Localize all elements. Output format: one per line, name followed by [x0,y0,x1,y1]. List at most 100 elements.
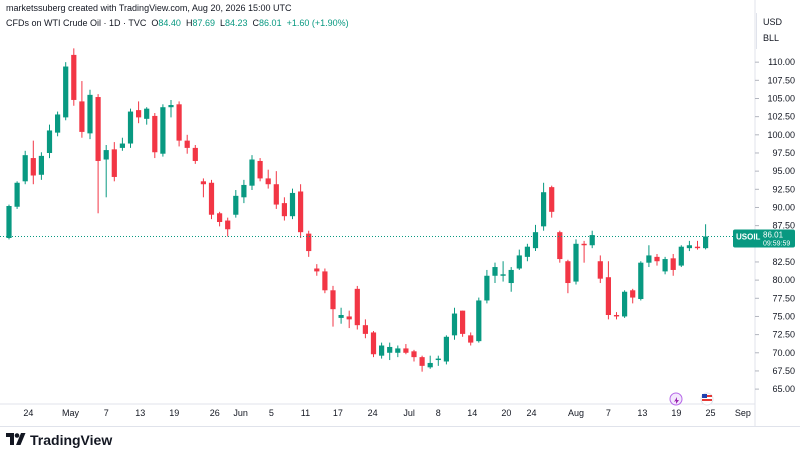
price-tick-label: 72.50 [772,330,795,340]
candle-body [597,261,603,279]
time-tick-label: 19 [671,408,681,418]
time-tick-label: 7 [606,408,611,418]
time-axis[interactable]: 24 May 7 13 19 26 Jun 5 11 17 24 Jul 8 14 20 24 Aug 7 13 19… [0,403,755,418]
price-tick-label: 67.50 [772,366,795,376]
candle-body [249,159,255,186]
candle-body [233,195,239,215]
candle-body [451,313,458,336]
time-tick-label: 17 [333,408,343,418]
candle-body [573,243,579,282]
candle-body [22,155,28,182]
footer-bar [0,426,800,457]
open-label: O [151,18,159,28]
price-tick-label: 105.00 [767,93,795,103]
candle-body [160,107,166,154]
time-tick-label: 24 [23,408,33,418]
candle-body [168,105,174,108]
brand-logo[interactable]: TradingView [6,432,112,448]
candle-body [387,346,393,353]
time-tick-label: 20 [501,408,511,418]
price-tick-label: 65.00 [772,384,795,394]
time-tick-label: Aug [568,408,584,418]
candle-body [265,178,271,185]
lightning-icon [674,397,679,404]
candle-body [443,336,449,362]
candle-body [549,187,555,212]
price-tick-label: 95.00 [772,166,795,176]
candle-body [484,275,490,301]
candle-body [646,255,652,263]
candle-body [379,345,385,356]
price-tick-label: 110.00 [768,57,795,67]
currency-box [756,13,797,49]
candle-body [694,246,701,249]
candle-body [38,155,44,175]
candle-body [678,246,684,266]
event-markers[interactable] [669,392,714,406]
time-tick-label: Sep [735,408,751,418]
price-tick-label: 75.00 [772,311,795,321]
time-tick-label: 24 [526,408,536,418]
candle-body [638,262,644,300]
close-label: C [252,18,260,28]
price-tick-label: 77.50 [772,293,795,303]
candle-body [330,290,336,310]
candle-body [87,94,93,134]
candlestick-chart[interactable]: 65.00 67.50 70.00 72.50 75.00 77.50 80.00 82.50… [0,0,800,426]
candle-body [152,115,158,153]
candle-body [613,314,620,317]
candle-body [46,130,53,153]
price-tick-label: 82.50 [772,257,795,267]
candle-body [208,182,215,215]
candle-body [103,150,109,160]
currency-unit[interactable]: USD [763,17,783,27]
candle-body [281,203,287,217]
time-tick-label: 13 [135,408,145,418]
candle-body [217,213,223,222]
time-tick-label: 5 [269,408,274,418]
candle-body [241,184,247,198]
candle-body [127,111,134,144]
candle-body [500,274,506,276]
candle-body [63,66,69,118]
currency-sub-unit[interactable]: BLL [763,33,780,43]
candle-body [289,192,296,217]
price-tag-countdown: 09:59:59 [763,240,790,247]
high-value: 87.69 [192,18,215,28]
candle-body [605,277,611,315]
price-tick-label: 87.50 [772,221,795,231]
candle-body [395,348,401,353]
candle-body [508,269,514,284]
tradingview-logo-icon [6,433,26,445]
price-tick-label: 90.00 [772,202,795,212]
price-axis[interactable]: 65.00 67.50 70.00 72.50 75.00 77.50 80.00 82.50… [754,0,795,426]
candle-body [686,245,692,249]
candle-body [460,310,466,334]
price-tick-label: 92.50 [772,184,795,194]
candle-body [557,232,563,260]
candle-body [670,258,676,270]
candle-body [95,97,101,161]
symbol-legend: CFDs on WTI Crude Oil · 1D · TVC O84.40 … [6,18,349,28]
candle-body [176,104,182,141]
low-value: 84.23 [225,18,248,28]
candle-body [419,357,425,366]
price-tag-price: 86.01 [763,230,784,239]
candle-body [225,220,231,230]
candle-body [362,325,368,334]
time-tick-label: 13 [637,408,647,418]
candle-body [654,256,660,262]
candle-body [144,108,150,119]
candle-body [622,291,628,317]
candle-body [273,184,279,205]
candle-body [298,191,304,233]
candle-body [589,235,595,246]
candle-body [30,158,36,176]
high-label: H [185,18,193,28]
time-tick-label: 8 [436,408,441,418]
candle-body [184,140,190,148]
candle-body [565,261,571,284]
time-tick-label: 26 [210,408,220,418]
candle-body [192,147,198,161]
candles [6,48,709,372]
